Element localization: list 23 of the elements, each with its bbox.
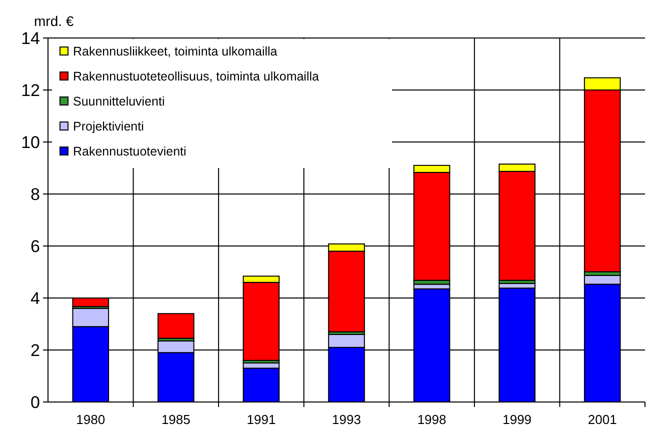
y-tick-label: 8 bbox=[30, 184, 40, 204]
y-tick-label: 0 bbox=[30, 392, 40, 412]
x-tick-label: 1993 bbox=[332, 412, 361, 427]
y-tick-label: 6 bbox=[30, 236, 40, 256]
legend-label: Projektivienti bbox=[73, 119, 144, 134]
legend-label: Rakennustuotevienti bbox=[73, 144, 186, 158]
y-tick-label: 2 bbox=[30, 340, 40, 360]
y-tick-label: 10 bbox=[21, 132, 40, 152]
x-tick-label: 1991 bbox=[246, 412, 276, 427]
y-tick-label: 12 bbox=[21, 80, 40, 100]
legend-label: Rakennustuoteteollisuus, toiminta ulkomailla bbox=[73, 69, 320, 84]
bar bbox=[158, 313, 194, 339]
y-axis-title: mrd. € bbox=[34, 13, 74, 29]
y-tick-label: 14 bbox=[21, 28, 40, 48]
x-tick-label: 1985 bbox=[161, 412, 190, 427]
legend-label: Suunnitteluvienti bbox=[73, 94, 165, 108]
y-tick-label: 4 bbox=[30, 288, 40, 308]
bar bbox=[242, 368, 280, 402]
x-tick-label: 1980 bbox=[76, 412, 106, 427]
x-tick-label: 2001 bbox=[588, 412, 617, 427]
legend-label: Rakennusliikkeet, toiminta ulkomailla bbox=[73, 44, 278, 58]
x-tick-label: 1999 bbox=[502, 412, 532, 427]
x-tick-label: 1998 bbox=[417, 412, 446, 427]
